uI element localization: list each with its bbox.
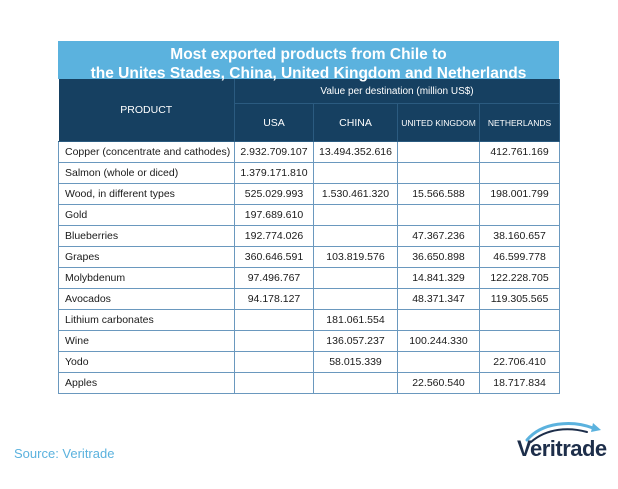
usa-value-cell <box>234 309 314 331</box>
usa-value-cell: 197.689.610 <box>234 204 314 226</box>
usa-value-cell <box>234 372 314 394</box>
netherlands-value-cell: 46.599.778 <box>478 246 561 268</box>
product-cell: Salmon (whole or diced) <box>58 162 235 184</box>
china-value-cell <box>313 288 398 310</box>
netherlands-value-cell: 122.228.705 <box>478 267 561 289</box>
title-line-1: Most exported products from Chile to <box>170 46 447 63</box>
uk-value-cell <box>397 204 480 226</box>
logo-swoosh-icon <box>525 422 601 443</box>
product-cell: Yodo <box>58 351 235 373</box>
uk-value-cell <box>397 309 480 331</box>
veritrade-logo: Veritrade <box>517 418 607 466</box>
table-title: Most exported products from Chile to the… <box>58 41 559 82</box>
china-value-cell: 181.061.554 <box>313 309 398 331</box>
usa-value-cell: 97.496.767 <box>234 267 314 289</box>
table-row: Wood, in different types 525.029.993 1.530… <box>58 183 561 205</box>
uk-value-cell <box>397 351 480 373</box>
product-cell: Blueberries <box>58 225 235 247</box>
netherlands-value-cell: 412.761.169 <box>478 141 561 163</box>
netherlands-value-cell: 198.001.799 <box>478 183 561 205</box>
product-cell: Copper (concentrate and cathodes) <box>58 141 235 163</box>
table-row: Gold 197.689.610 <box>58 204 561 226</box>
usa-value-cell <box>234 330 314 352</box>
destination-header-china: CHINA <box>313 103 398 142</box>
table-row: Lithium carbonates 181.061.554 <box>58 309 561 331</box>
china-value-cell: 58.015.339 <box>313 351 398 373</box>
china-value-cell: 1.530.461.320 <box>313 183 398 205</box>
product-cell: Apples <box>58 372 235 394</box>
china-value-cell <box>313 372 398 394</box>
table-row: Apples 22.560.540 18.717.834 <box>58 372 561 394</box>
table-row: Molybdenum 97.496.767 14.841.329 122.228.70… <box>58 267 561 289</box>
china-value-cell <box>313 162 398 184</box>
netherlands-value-cell <box>478 330 561 352</box>
table-row: Yodo 58.015.339 22.706.410 <box>58 351 561 373</box>
netherlands-value-cell: 22.706.410 <box>478 351 561 373</box>
table-row: Avocados 94.178.127 48.371.347 119.305.565 <box>58 288 561 310</box>
product-cell: Avocados <box>58 288 235 310</box>
usa-value-cell: 360.646.591 <box>234 246 314 268</box>
uk-value-cell: 22.560.540 <box>397 372 480 394</box>
destination-header-netherlands: NETHERLANDS <box>479 103 561 142</box>
table-row: Salmon (whole or diced) 1.379.171.810 <box>58 162 561 184</box>
usa-value-cell: 2.932.709.107 <box>234 141 314 163</box>
table-row: Blueberries 192.774.026 47.367.236 38.160.6… <box>58 225 561 247</box>
source-note: Source: Veritrade <box>14 446 115 461</box>
product-column-header: PRODUCT <box>58 79 235 142</box>
uk-value-cell <box>397 162 480 184</box>
china-value-cell <box>313 225 398 247</box>
product-cell: Gold <box>58 204 235 226</box>
exports-table: PRODUCT Value per destination (million U… <box>58 79 561 394</box>
china-value-cell <box>313 267 398 289</box>
value-group-header: Value per destination (million US$) <box>234 79 561 104</box>
china-value-cell <box>313 204 398 226</box>
destination-header-usa: USA <box>234 103 314 142</box>
china-value-cell: 103.819.576 <box>313 246 398 268</box>
usa-value-cell <box>234 351 314 373</box>
netherlands-value-cell: 18.717.834 <box>478 372 561 394</box>
usa-value-cell: 525.029.993 <box>234 183 314 205</box>
netherlands-value-cell <box>478 162 561 184</box>
netherlands-value-cell: 119.305.565 <box>478 288 561 310</box>
usa-value-cell: 1.379.171.810 <box>234 162 314 184</box>
uk-value-cell <box>397 141 480 163</box>
product-cell: Grapes <box>58 246 235 268</box>
exports-table-container: Most exported products from Chile to the… <box>58 41 561 394</box>
product-cell: Wood, in different types <box>58 183 235 205</box>
table-row: Grapes 360.646.591 103.819.576 36.650.898 46… <box>58 246 561 268</box>
logo-wordmark: Veritrade <box>517 436 607 461</box>
uk-value-cell: 14.841.329 <box>397 267 480 289</box>
product-cell: Molybdenum <box>58 267 235 289</box>
uk-value-cell: 15.566.588 <box>397 183 480 205</box>
uk-value-cell: 47.367.236 <box>397 225 480 247</box>
netherlands-value-cell <box>478 204 561 226</box>
china-value-cell: 13.494.352.616 <box>313 141 398 163</box>
usa-value-cell: 192.774.026 <box>234 225 314 247</box>
uk-value-cell: 100.244.330 <box>397 330 480 352</box>
netherlands-value-cell: 38.160.657 <box>478 225 561 247</box>
netherlands-value-cell <box>478 309 561 331</box>
uk-value-cell: 36.650.898 <box>397 246 480 268</box>
table-row: Wine 136.057.237 100.244.330 <box>58 330 561 352</box>
usa-value-cell: 94.178.127 <box>234 288 314 310</box>
table-row: Copper (concentrate and cathodes) 2.932.7… <box>58 141 561 163</box>
table-body: Copper (concentrate and cathodes) 2.932.7… <box>58 141 561 394</box>
uk-value-cell: 48.371.347 <box>397 288 480 310</box>
product-cell: Lithium carbonates <box>58 309 235 331</box>
china-value-cell: 136.057.237 <box>313 330 398 352</box>
product-cell: Wine <box>58 330 235 352</box>
title-line-2: the Unites Stades, China, United Kingdom… <box>90 65 527 82</box>
destination-header-uk: UNITED KINGDOM <box>397 103 480 142</box>
